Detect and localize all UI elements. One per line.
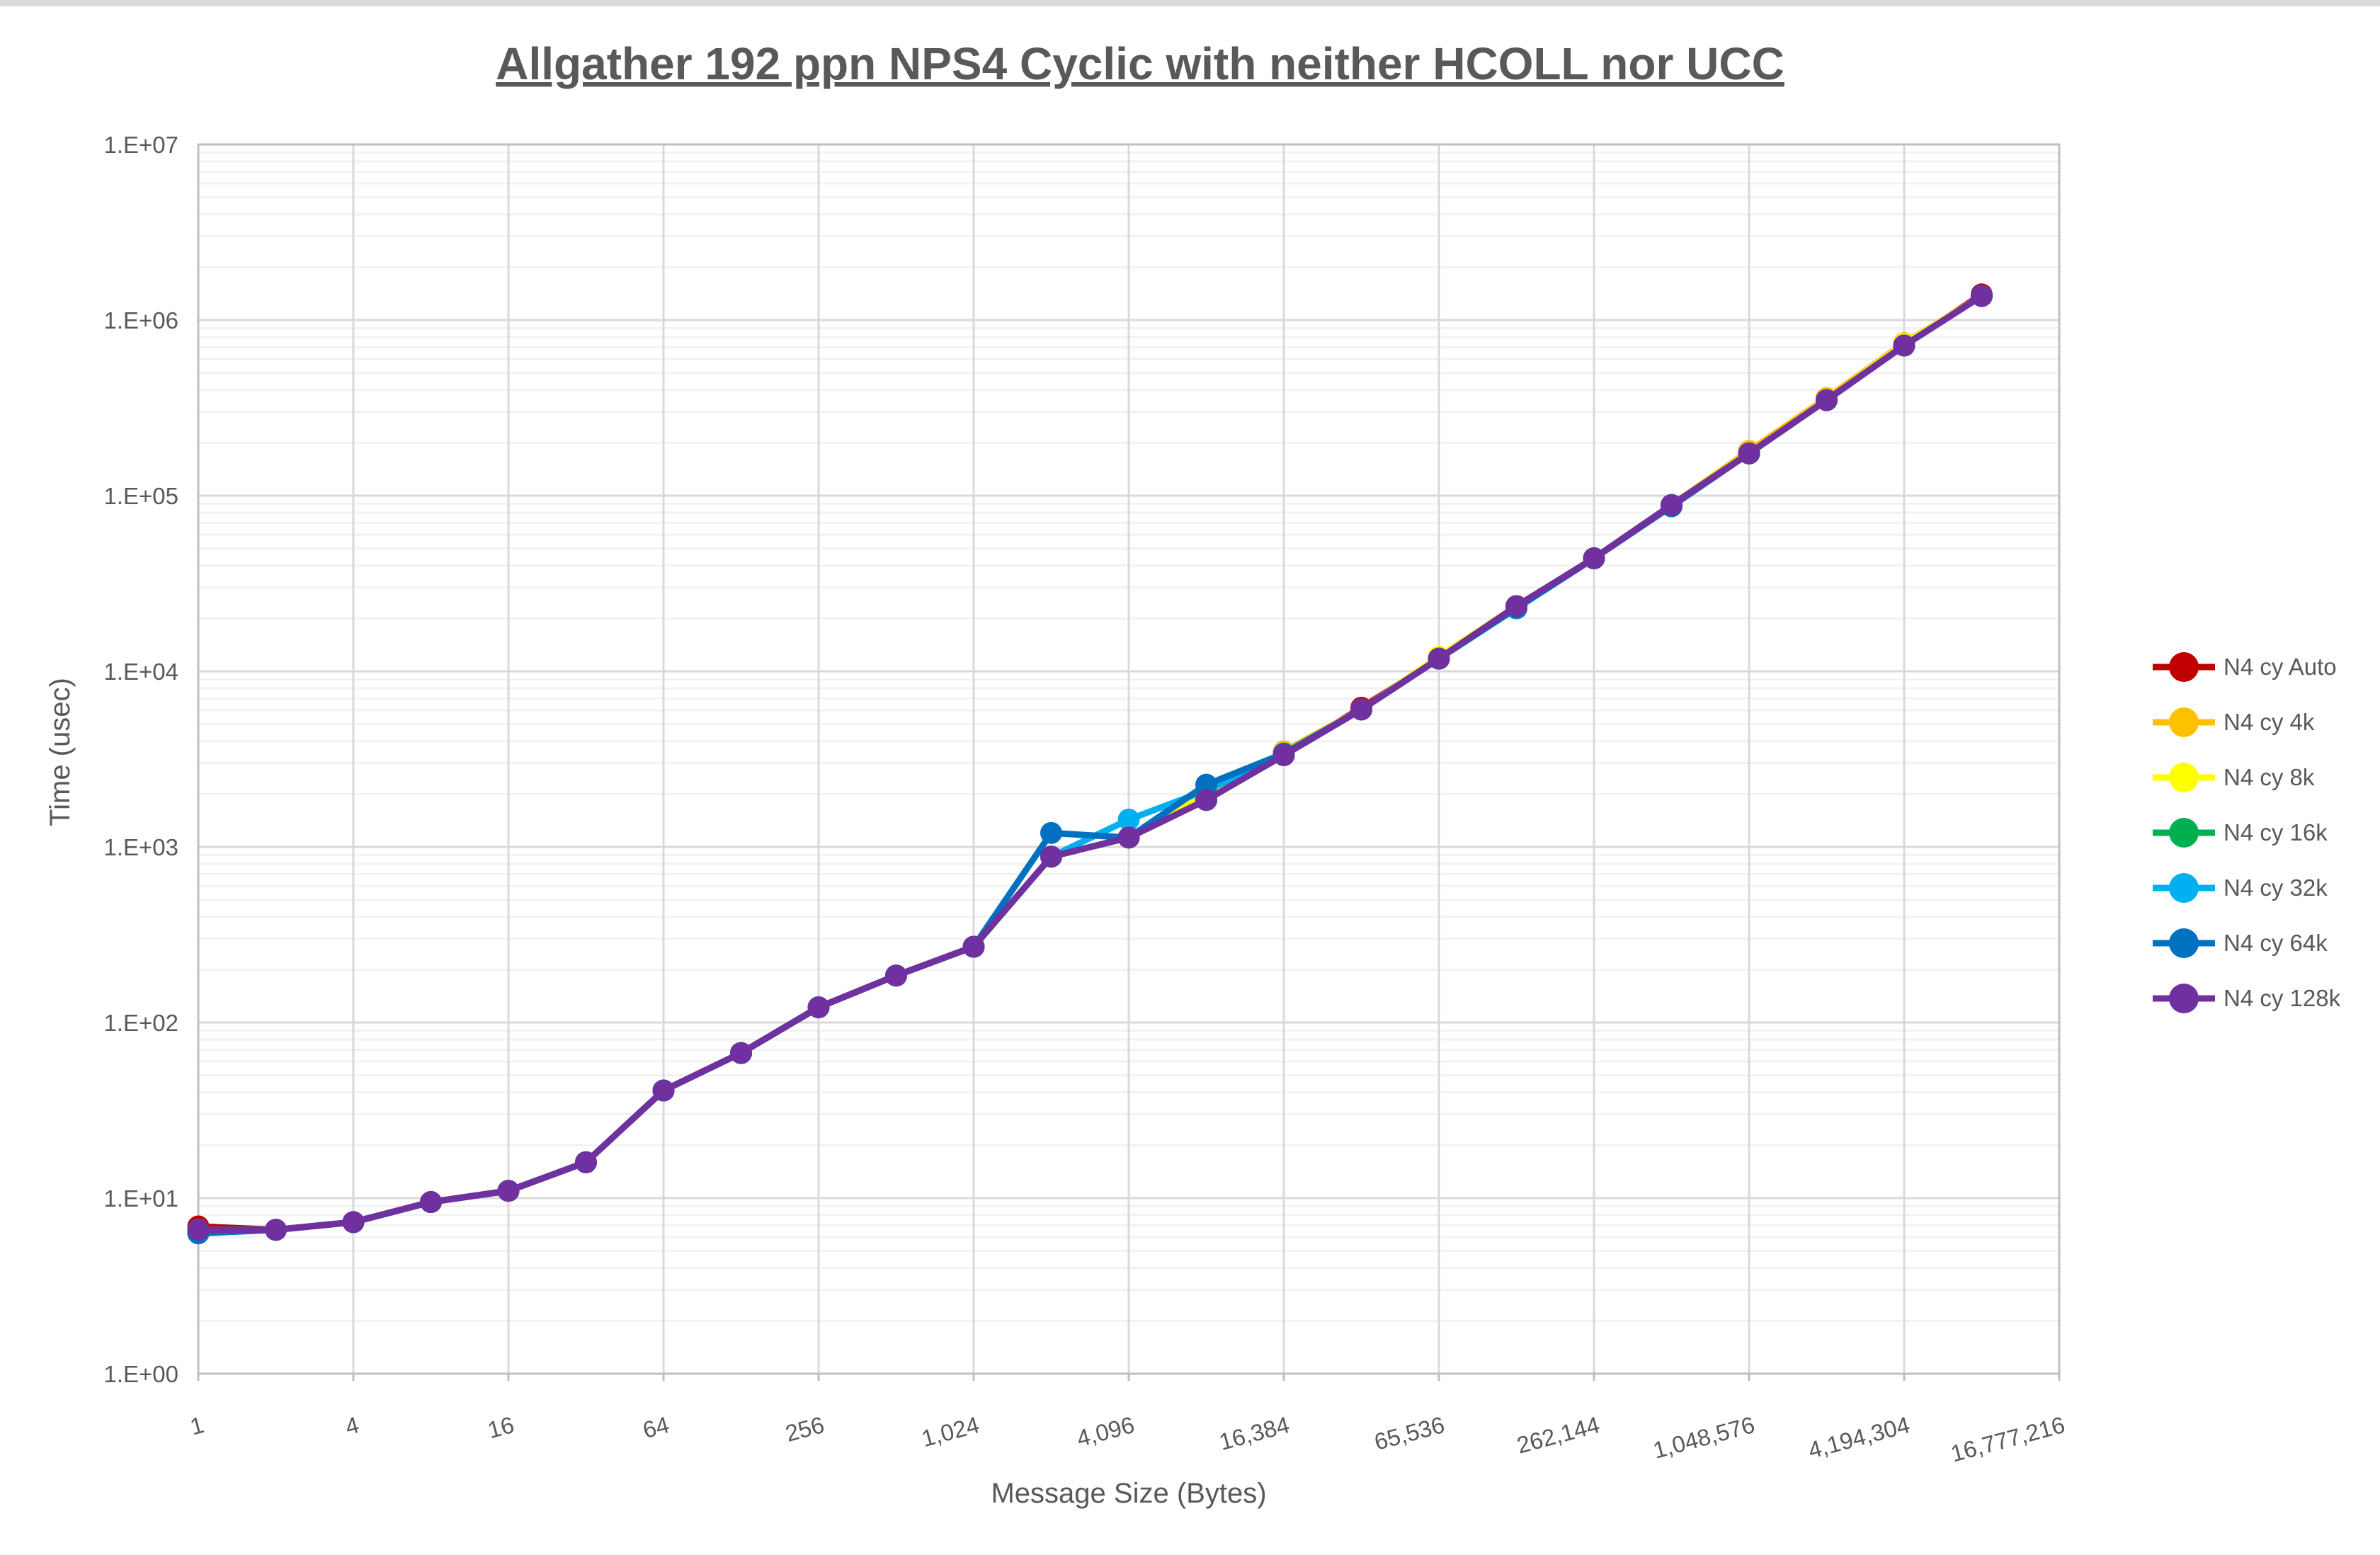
- data-point-n4-cy-128k: [962, 935, 985, 958]
- legend-marker-n4-cy-auto: [2169, 652, 2199, 682]
- legend-label-n4-cy-8k: N4 cy 8k: [2224, 764, 2315, 790]
- y-tick-label: 1.E+01: [103, 1185, 178, 1212]
- data-point-n4-cy-128k: [1350, 698, 1372, 721]
- data-point-n4-cy-128k: [187, 1219, 210, 1241]
- legend-label-n4-cy-16k: N4 cy 16k: [2224, 819, 2328, 845]
- data-point-n4-cy-128k: [1738, 442, 1760, 465]
- top-edge-strip: [0, 0, 2380, 6]
- legend-item-n4-cy-128k: N4 cy 128k: [2153, 984, 2341, 1013]
- data-point-n4-cy-128k: [497, 1180, 520, 1202]
- data-point-n4-cy-128k: [652, 1079, 675, 1102]
- data-point-n4-cy-128k: [575, 1151, 597, 1173]
- data-point-n4-cy-128k: [1893, 334, 1915, 357]
- x-axis-title: Message Size (Bytes): [991, 1478, 1266, 1509]
- legend-item-n4-cy-auto: N4 cy Auto: [2153, 652, 2337, 682]
- data-point-n4-cy-128k: [807, 996, 830, 1019]
- data-point-n4-cy-128k: [1272, 744, 1295, 766]
- legend-item-n4-cy-4k: N4 cy 4k: [2153, 707, 2315, 737]
- y-tick-label: 1.E+05: [103, 483, 178, 509]
- data-point-n4-cy-128k: [730, 1042, 752, 1064]
- legend-item-n4-cy-8k: N4 cy 8k: [2153, 763, 2315, 792]
- legend-marker-n4-cy-8k: [2169, 763, 2199, 792]
- legend-marker-n4-cy-16k: [2169, 818, 2199, 848]
- y-tick-label: 1.E+07: [103, 132, 178, 158]
- data-point-n4-cy-128k: [265, 1219, 287, 1241]
- data-point-n4-cy-64k: [1040, 821, 1062, 844]
- data-point-n4-cy-128k: [342, 1211, 365, 1234]
- legend-label-n4-cy-4k: N4 cy 4k: [2224, 709, 2315, 735]
- y-tick-label: 1.E+04: [103, 659, 178, 685]
- legend-item-n4-cy-64k: N4 cy 64k: [2153, 928, 2328, 958]
- legend-marker-n4-cy-64k: [2169, 928, 2199, 958]
- data-point-n4-cy-128k: [1428, 647, 1450, 670]
- legend-marker-n4-cy-128k: [2169, 984, 2199, 1013]
- data-point-n4-cy-128k: [1195, 789, 1217, 811]
- legend-label-n4-cy-32k: N4 cy 32k: [2224, 875, 2328, 901]
- chart-title: Allgather 192 ppn NPS4 Cyclic with neith…: [496, 38, 1784, 89]
- y-tick-label: 1.E+02: [103, 1010, 178, 1036]
- legend-item-n4-cy-32k: N4 cy 32k: [2153, 873, 2328, 903]
- data-point-n4-cy-128k: [1505, 595, 1527, 617]
- y-axis-title: Time (usec): [45, 678, 76, 826]
- data-point-n4-cy-128k: [1661, 494, 1682, 516]
- legend-marker-n4-cy-4k: [2169, 707, 2199, 737]
- data-point-n4-cy-64k: [1195, 773, 1217, 796]
- series-n4-cy-128k: [187, 285, 1993, 1241]
- data-point-n4-cy-128k: [1971, 285, 1993, 307]
- series-line-n4-cy-128k: [195, 292, 1985, 1234]
- y-tick-label: 1.E+06: [103, 307, 178, 334]
- data-point-n4-cy-128k: [1040, 845, 1062, 868]
- legend-label-n4-cy-auto: N4 cy Auto: [2224, 654, 2337, 680]
- y-tick-label: 1.E+00: [103, 1361, 178, 1387]
- data-point-n4-cy-32k: [1117, 808, 1140, 831]
- data-point-n4-cy-128k: [1117, 826, 1140, 849]
- data-point-n4-cy-128k: [1583, 547, 1605, 569]
- data-point-n4-cy-128k: [1816, 389, 1838, 411]
- y-axis-tick-labels: 1.E+00 1.E+01 1.E+02 1.E+03 1.E+04 1.E+05 1.E+…: [103, 132, 178, 1387]
- x-axis-tick-marks: [197, 1374, 2061, 1381]
- legend-label-n4-cy-128k: N4 cy 128k: [2224, 985, 2341, 1011]
- y-tick-label: 1.E+03: [103, 834, 178, 860]
- legend-marker-n4-cy-32k: [2169, 873, 2199, 903]
- data-point-n4-cy-128k: [420, 1191, 442, 1214]
- data-point-n4-cy-128k: [885, 964, 907, 987]
- legend-item-n4-cy-16k: N4 cy 16k: [2153, 818, 2328, 848]
- data-series-layer: [187, 283, 1993, 1245]
- legend-label-n4-cy-64k: N4 cy 64k: [2224, 930, 2328, 956]
- legend: N4 cy Auto N4 cy 4k N4 cy 8k N4 cy 16k N4 cy…: [2153, 652, 2341, 1013]
